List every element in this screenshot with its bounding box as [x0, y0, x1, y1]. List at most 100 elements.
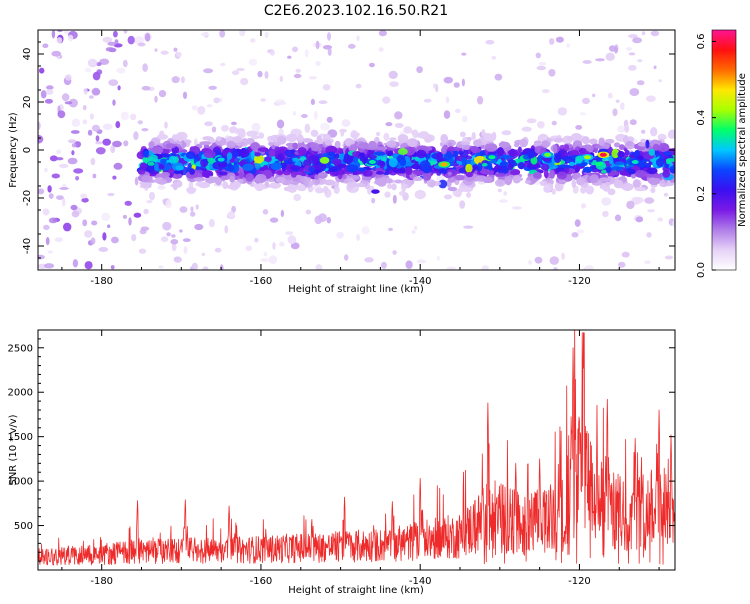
heatmap-cell [560, 149, 565, 158]
heatmap-cell [416, 66, 423, 74]
heatmap-cell [90, 157, 96, 166]
heatmap-cell [195, 204, 199, 210]
heatmap-cell [148, 141, 155, 149]
heatmap-cell [653, 65, 657, 70]
heatmap-cell [494, 73, 503, 81]
heatmap-cell [626, 200, 635, 210]
heatmap-cell [96, 69, 103, 75]
heatmap-cell [257, 147, 269, 153]
heatmap-cell [206, 104, 213, 108]
heatmap-cell [102, 123, 113, 130]
heatmap-cell [538, 61, 547, 66]
heatmap-cell [208, 218, 215, 228]
heatmap-cell [534, 256, 543, 264]
heatmap-cell [483, 133, 492, 141]
heatmap-cell [198, 182, 210, 189]
heatmap-cell [492, 131, 497, 141]
heatmap-cell [571, 179, 577, 188]
heatmap-cell [56, 195, 64, 201]
heatmap-cell [354, 132, 360, 137]
heatmap-cell [436, 151, 443, 161]
heatmap-cell [585, 185, 594, 195]
heatmap-cell [313, 110, 318, 120]
heatmap-cell [287, 235, 297, 245]
heatmap-cell [112, 140, 122, 148]
heatmap-cell [141, 175, 153, 183]
heatmap-cell [310, 98, 315, 105]
x-tick-label: -140 [409, 276, 432, 287]
heatmap-cell [99, 58, 110, 65]
heatmap-cell [248, 58, 258, 66]
heatmap-cell [605, 166, 612, 174]
heatmap-cell [283, 170, 291, 176]
heatmap-cell [549, 169, 555, 179]
heatmap-cell [537, 154, 543, 162]
heatmap-cell [51, 173, 60, 179]
heatmap-cell [229, 175, 235, 183]
heatmap-cell [598, 137, 605, 147]
heatmap-cell [389, 81, 399, 87]
heatmap-cell [412, 176, 423, 181]
heatmap-cell [405, 167, 413, 176]
heatmap-cell [620, 134, 625, 139]
heatmap-cell [313, 165, 322, 170]
heatmap-cell [224, 225, 228, 234]
heatmap-cell [301, 138, 314, 143]
heatmap-cell [423, 98, 432, 103]
heatmap-cell [628, 64, 637, 71]
heatmap-cell [202, 136, 214, 141]
heatmap-cell [304, 123, 311, 133]
heatmap-cell [159, 158, 167, 165]
heatmap-cell [387, 183, 393, 190]
heatmap-cell [181, 142, 187, 148]
spectrogram-x-label: Height of straight line (km) [288, 284, 424, 295]
snr-frame [37, 329, 676, 571]
heatmap-cell [293, 111, 296, 116]
heatmap-cell [463, 225, 474, 229]
heatmap-cell [51, 50, 62, 57]
heatmap-cell [182, 238, 191, 243]
y-tick-label: -40 [22, 238, 33, 254]
heatmap-cell [560, 164, 571, 169]
heatmap-cell [652, 143, 660, 151]
heatmap-cell [176, 51, 182, 58]
heatmap-cell [239, 148, 250, 158]
heatmap-cell [666, 159, 671, 165]
heatmap-cell [204, 121, 214, 127]
y-tick-label: 2500 [8, 343, 33, 354]
heatmap-cell [645, 139, 650, 149]
heatmap-cell [315, 187, 324, 194]
heatmap-cell [496, 147, 504, 157]
x-tick-label: -180 [90, 576, 113, 587]
heatmap-cell [426, 146, 433, 151]
heatmap-cell [333, 185, 340, 194]
heatmap-cell [385, 122, 393, 127]
heatmap-cell [182, 91, 188, 100]
heatmap-cell [570, 133, 582, 142]
heatmap-cell [254, 237, 259, 243]
heatmap-cell [318, 100, 328, 105]
heatmap-cell [107, 41, 117, 46]
heatmap-cell [305, 209, 311, 215]
heatmap-cell [517, 162, 526, 170]
heatmap-cell [271, 144, 276, 150]
heatmap-cell [504, 175, 512, 186]
heatmap-cell [191, 262, 198, 270]
colorbar: 0.0 0.2 0.4 0.6 Normalized spectral amplitu… [696, 29, 748, 278]
heatmap-cell [290, 171, 297, 178]
heatmap-cell [95, 141, 103, 145]
heatmap-cell [254, 182, 264, 192]
heatmap-cell [402, 184, 409, 188]
heatmap-cell [39, 67, 45, 74]
heatmap-cell [91, 124, 100, 132]
heatmap-cell [45, 237, 50, 246]
heatmap-cell [110, 265, 115, 270]
heatmap-cell [203, 68, 214, 74]
heatmap-cell [494, 165, 502, 171]
heatmap-cell [142, 63, 148, 72]
heatmap-cell [388, 227, 393, 231]
heatmap-cell [608, 155, 614, 165]
spectrogram-y-label: Frequency (Hz) [8, 112, 19, 188]
heatmap-cell [465, 163, 473, 173]
